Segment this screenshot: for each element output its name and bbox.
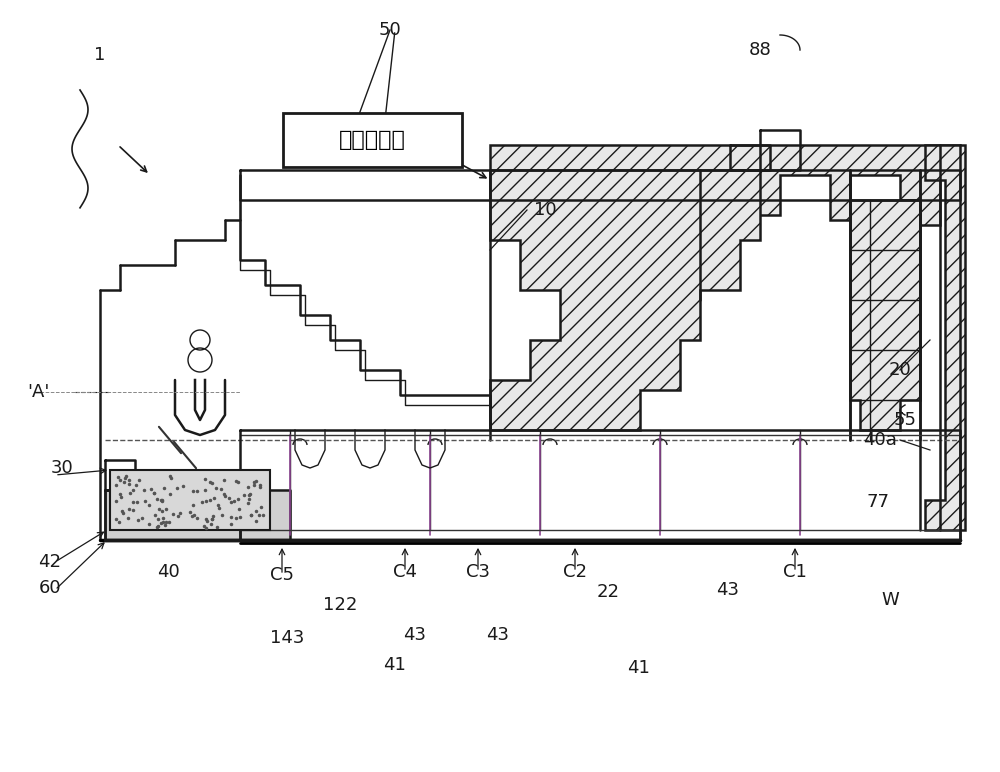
- Text: C3: C3: [466, 563, 490, 581]
- Text: 143: 143: [270, 629, 304, 647]
- Text: 1: 1: [94, 46, 106, 64]
- Bar: [110, 470, 270, 530]
- Polygon shape: [850, 200, 920, 430]
- FancyBboxPatch shape: [283, 113, 462, 167]
- Text: 'A': 'A': [27, 383, 49, 401]
- Text: 122: 122: [323, 596, 357, 614]
- Text: 40: 40: [157, 563, 179, 581]
- Text: 10: 10: [534, 201, 556, 219]
- Text: 22: 22: [596, 583, 620, 601]
- Text: 41: 41: [384, 656, 406, 674]
- Text: 20: 20: [889, 361, 911, 379]
- Text: 55: 55: [894, 411, 916, 429]
- Text: 77: 77: [866, 493, 890, 511]
- Polygon shape: [925, 145, 965, 530]
- Text: 60: 60: [39, 579, 61, 597]
- Text: C5: C5: [270, 566, 294, 584]
- Text: 42: 42: [38, 553, 62, 571]
- Text: 88: 88: [749, 41, 771, 59]
- Text: 41: 41: [627, 659, 649, 677]
- Polygon shape: [105, 490, 290, 540]
- Text: C2: C2: [563, 563, 587, 581]
- Text: 50: 50: [379, 21, 401, 39]
- Text: C1: C1: [783, 563, 807, 581]
- Text: 43: 43: [404, 626, 426, 644]
- Text: 压力控制部: 压力控制部: [339, 130, 406, 150]
- Text: 43: 43: [486, 626, 510, 644]
- Text: 43: 43: [716, 581, 740, 599]
- Polygon shape: [490, 170, 760, 430]
- Text: C4: C4: [393, 563, 417, 581]
- Polygon shape: [490, 145, 960, 230]
- Text: 30: 30: [51, 459, 73, 477]
- Text: 40a: 40a: [863, 431, 897, 449]
- Text: W: W: [881, 591, 899, 609]
